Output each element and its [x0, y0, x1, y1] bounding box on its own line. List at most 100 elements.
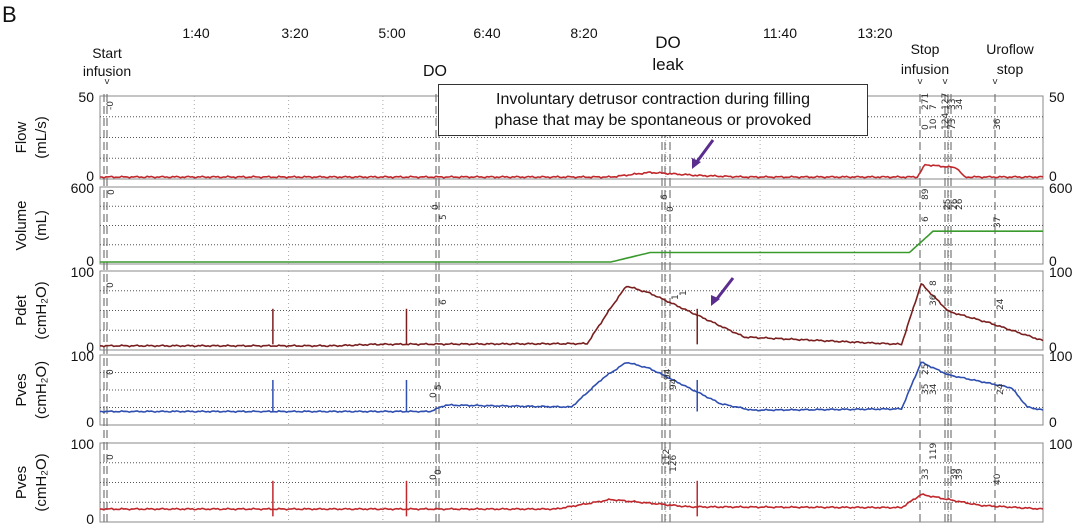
channel-value: 124	[941, 113, 951, 130]
event-label-start-line2: infusion	[83, 63, 131, 79]
ytick-left-bottom-pdet: 0	[86, 339, 94, 355]
time-tick-label: 13:20	[857, 25, 892, 41]
event-marker: v	[942, 77, 948, 87]
ytick-left-top-volume: 600	[71, 180, 95, 196]
channel-value: 24	[996, 383, 1006, 395]
panel-label-pabd: Pves	[13, 466, 30, 499]
channel-value: 35	[921, 384, 931, 395]
channel-value: 0	[106, 454, 116, 460]
annotation-line1: Involuntary detrusor contraction during …	[496, 91, 810, 108]
series-group	[99, 163, 1044, 517]
panel-unit-flow: (mL/s)	[33, 116, 50, 159]
ytick-left-bottom-volume: 0	[86, 253, 94, 269]
time-axis-labels: 1:40 3:20 5:00 6:40 8:20 11:40 13:20	[182, 25, 892, 41]
panel-unit-volume: (mL)	[33, 210, 50, 241]
annotation-box: Involuntary detrusor contraction during …	[438, 84, 868, 136]
channel-value: 0	[429, 474, 439, 480]
channel-value: 0	[434, 469, 444, 475]
channel-value: 24	[996, 298, 1006, 310]
channel-value: 0	[666, 206, 676, 212]
channel-value: 6	[660, 194, 670, 200]
ytick-left-bottom-pabd: 0	[86, 511, 94, 527]
event-label-doleak: DO	[655, 33, 681, 52]
time-tick-label: 5:00	[378, 25, 405, 41]
channel-value: 0	[431, 204, 441, 210]
channel-value: 5	[439, 214, 449, 220]
channel-value: -0	[106, 101, 116, 110]
panel-unit-pabd: (cmH₂O)	[33, 453, 50, 511]
series-line-pdet	[99, 282, 1044, 348]
ytick-right-top-flow: 50	[1049, 89, 1065, 105]
ytick-right-bottom-pves: 0	[1049, 414, 1057, 430]
ytick-right-top-pabd: 100	[1049, 436, 1073, 452]
event-label-uroflow: Uroflow	[986, 41, 1034, 57]
event-label-do: DO	[423, 63, 447, 80]
ytick-right-top-pdet: 100	[1049, 264, 1073, 280]
channel-value: 36	[929, 294, 939, 306]
ytick-left-bottom-pves: 0	[86, 414, 94, 430]
time-tick-label: 8:20	[570, 25, 597, 41]
panel-label-pves: Pves	[13, 373, 30, 406]
event-label-stop-line2: infusion	[901, 61, 949, 77]
channel-value: 0	[921, 124, 931, 130]
channel-value: 73	[948, 119, 958, 130]
figure-label: B	[2, 2, 17, 27]
event-labels: Start infusion DO DO leak Stop infusion Uroflow…	[83, 33, 1035, 87]
series-line-flow	[99, 163, 1044, 179]
channel-value: 126	[669, 455, 679, 472]
panel-label-pdet: Pdet	[13, 294, 30, 326]
channel-value: 5	[434, 384, 444, 390]
ytick-right-top-volume: 600	[1049, 180, 1073, 196]
panel-unit-pdet: (cmH₂O)	[33, 281, 50, 339]
ytick-left-top-pves: 100	[71, 348, 95, 364]
channel-value: 94	[663, 368, 673, 380]
ytick-left-top-pdet: 100	[71, 264, 95, 280]
ytick-left-bottom-flow: 0	[86, 168, 94, 184]
channel-value: 119	[929, 443, 939, 460]
arrow-flow	[694, 139, 715, 164]
channel-value: 112	[662, 449, 672, 466]
channel-value: 89	[921, 188, 931, 200]
event-marker: v	[992, 77, 998, 87]
channel-value: 0	[429, 392, 439, 398]
panel-unit-pves: (cmH₂O)	[33, 361, 50, 419]
channel-value: 0	[106, 369, 116, 375]
channel-value: 40	[993, 473, 1003, 485]
series-line-pves	[100, 361, 1044, 414]
event-marker: v	[104, 77, 110, 87]
event-label-uroflow-line2: stop	[997, 61, 1024, 77]
channel-value: 25	[921, 364, 931, 375]
channel-value: 33	[948, 99, 958, 110]
channel-value: 127	[941, 93, 951, 110]
event-label-stop: Stop	[911, 41, 940, 57]
event-label-doleak-line2: leak	[652, 55, 684, 74]
annotation-line2: phase that may be spontaneous or provoke…	[494, 112, 812, 129]
event-lines	[103, 94, 996, 524]
channel-value: 26	[950, 198, 960, 210]
channel-value: 0	[107, 189, 117, 195]
series-line-volume	[100, 230, 1043, 263]
channel-value: 37	[993, 217, 1003, 228]
annotation-arrows	[692, 139, 735, 306]
channel-value: 6	[921, 216, 931, 222]
channel-value: 39	[955, 468, 965, 480]
channel-value: 1	[679, 290, 689, 296]
time-tick-label: 6:40	[473, 25, 500, 41]
panel-label-flow: Flow	[13, 121, 30, 153]
event-label-start: Start	[92, 45, 122, 61]
arrow-pdet-head	[711, 295, 720, 306]
time-tick-label: 3:20	[281, 25, 308, 41]
channel-value: 10	[929, 118, 939, 130]
ytick-right-top-pves: 100	[1049, 348, 1073, 364]
event-marker: v	[917, 77, 923, 87]
time-tick-label: 11:40	[763, 25, 797, 41]
arrow-pdet	[714, 277, 735, 301]
channel-value: 34	[955, 98, 965, 110]
channel-value: 39	[950, 468, 960, 480]
ytick-left-top-flow: 50	[78, 89, 94, 105]
channel-value: 8	[929, 280, 939, 286]
channel-value: 0	[106, 282, 116, 288]
channel-value: 25	[943, 199, 953, 210]
ytick-right-bottom-volume: 0	[1049, 253, 1057, 269]
